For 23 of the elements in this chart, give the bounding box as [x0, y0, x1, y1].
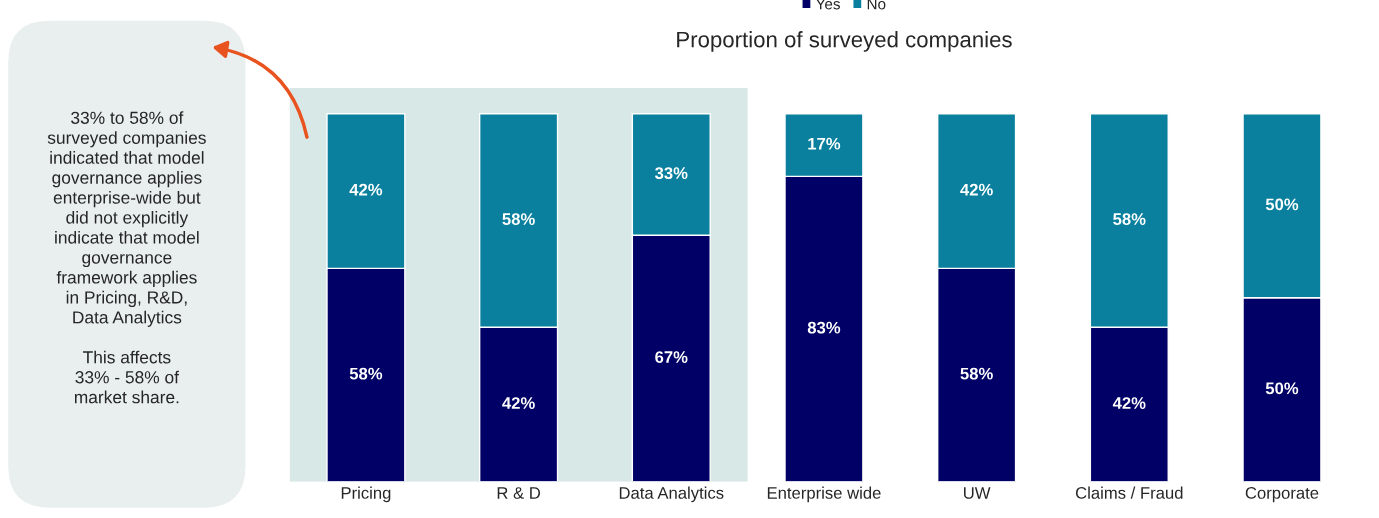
data-label: 50% [1265, 198, 1299, 211]
data-label: 58% [960, 367, 993, 380]
data-label: 42% [960, 183, 993, 196]
x-tick-label: Corporate [1245, 487, 1319, 503]
data-label: 33% [654, 167, 688, 180]
x-tick-label: Claims / Fraud [1075, 486, 1183, 499]
data-label: 42% [1112, 397, 1146, 409]
x-tick-label: UW [964, 487, 991, 499]
data-label: 83% [807, 321, 841, 334]
data-label: 58% [502, 213, 535, 225]
x-tick-label: Data Analytics [619, 486, 724, 503]
data-label: 42% [502, 397, 535, 409]
data-label: 42% [349, 183, 383, 196]
data-label: 58% [349, 367, 383, 380]
data-label: 67% [655, 351, 688, 363]
data-label: 58% [1113, 213, 1146, 225]
chart-title: Proportion of surveyed companies [677, 31, 1012, 52]
data-label: 17% [808, 137, 841, 150]
data-label: 50% [1265, 382, 1299, 395]
x-tick-label: Pricing [341, 486, 391, 503]
x-tick-label: R & D [497, 487, 541, 499]
text: 33% to 58% of surveyed companies indicated that model governance applies enterprise-wide but did not explicitly indicate that model governance framework applies in Pricing, R&D, Data Analytics This affects 33% - 58% of market share. [47, 111, 206, 404]
x-tick-label: Enterprise wide [767, 486, 881, 503]
